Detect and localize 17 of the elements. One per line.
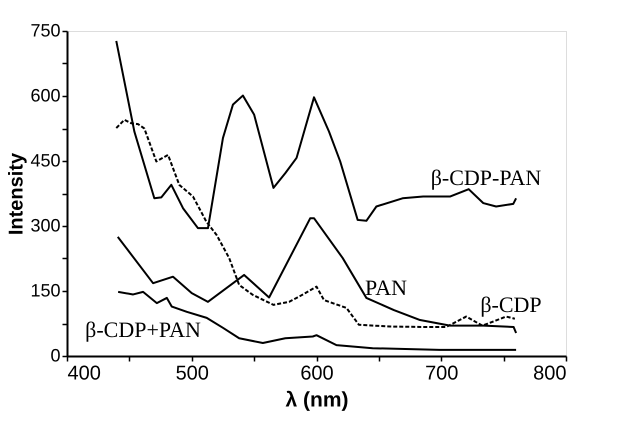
x-tick-label: 500 bbox=[176, 362, 209, 384]
x-tick-label: 800 bbox=[533, 362, 566, 384]
y-tick-label: 450 bbox=[30, 150, 60, 170]
y-tick-label: 0 bbox=[50, 346, 60, 366]
y-tick-label: 300 bbox=[30, 216, 60, 236]
series-label: β-CDP+PAN bbox=[85, 317, 201, 342]
y-axis-title: Intensity bbox=[5, 152, 28, 236]
x-tick-label: 600 bbox=[300, 362, 334, 384]
x-axis-title: λ (nm) bbox=[286, 388, 348, 412]
series-label: β-CDP bbox=[480, 292, 542, 317]
y-tick-label: 750 bbox=[30, 20, 60, 40]
y-tick-label: 600 bbox=[30, 86, 60, 106]
x-tick-label: 400 bbox=[68, 362, 101, 384]
series-label: PAN bbox=[365, 275, 408, 300]
x-tick-label: 700 bbox=[425, 362, 458, 384]
y-tick-label: 150 bbox=[30, 280, 60, 300]
series-label: β-CDP-PAN bbox=[430, 165, 542, 190]
